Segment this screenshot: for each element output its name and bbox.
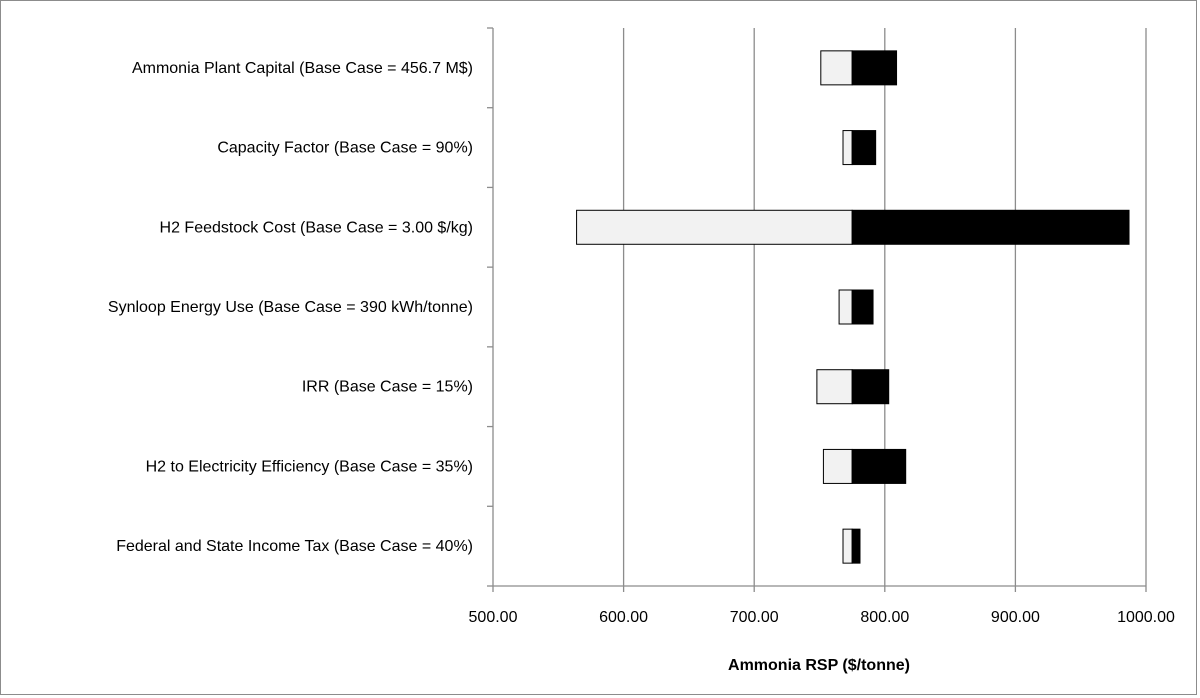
x-tick-label: 1000.00 — [1117, 609, 1175, 626]
category-label: H2 Feedstock Cost (Base Case = 3.00 $/kg… — [160, 219, 473, 236]
x-axis-title: Ammonia RSP ($/tonne) — [728, 657, 910, 674]
bars — [577, 51, 1129, 563]
bar-low — [577, 210, 853, 244]
gridlines — [624, 28, 1146, 586]
bar-high — [852, 131, 876, 165]
bar-low — [821, 51, 852, 85]
bar-low — [843, 131, 852, 165]
bar-low — [843, 529, 852, 563]
x-tick-label: 700.00 — [730, 609, 779, 626]
bar-high — [852, 449, 906, 483]
bar-low — [817, 370, 852, 404]
axes — [487, 28, 1146, 592]
category-label: IRR (Base Case = 15%) — [302, 379, 473, 396]
category-label: Ammonia Plant Capital (Base Case = 456.7… — [132, 60, 473, 77]
category-label: Synloop Energy Use (Base Case = 390 kWh/… — [108, 299, 473, 316]
bar-high — [852, 529, 860, 563]
x-tick-label: 800.00 — [860, 609, 909, 626]
x-tick-label: 500.00 — [469, 609, 518, 626]
x-tick-labels: 500.00 600.00 700.00 800.00 900.00 1000.00 — [469, 609, 1175, 626]
bar-low — [839, 290, 852, 324]
bar-high — [852, 370, 889, 404]
x-tick-label: 600.00 — [599, 609, 648, 626]
bar-high — [852, 210, 1129, 244]
category-label: Federal and State Income Tax (Base Case … — [116, 538, 473, 555]
category-labels: Ammonia Plant Capital (Base Case = 456.7… — [108, 60, 473, 555]
bar-high — [852, 290, 873, 324]
category-label: H2 to Electricity Efficiency (Base Case … — [146, 458, 473, 475]
bar-high — [852, 51, 896, 85]
category-label: Capacity Factor (Base Case = 90%) — [217, 140, 473, 157]
bar-low — [823, 449, 852, 483]
x-tick-label: 900.00 — [991, 609, 1040, 626]
